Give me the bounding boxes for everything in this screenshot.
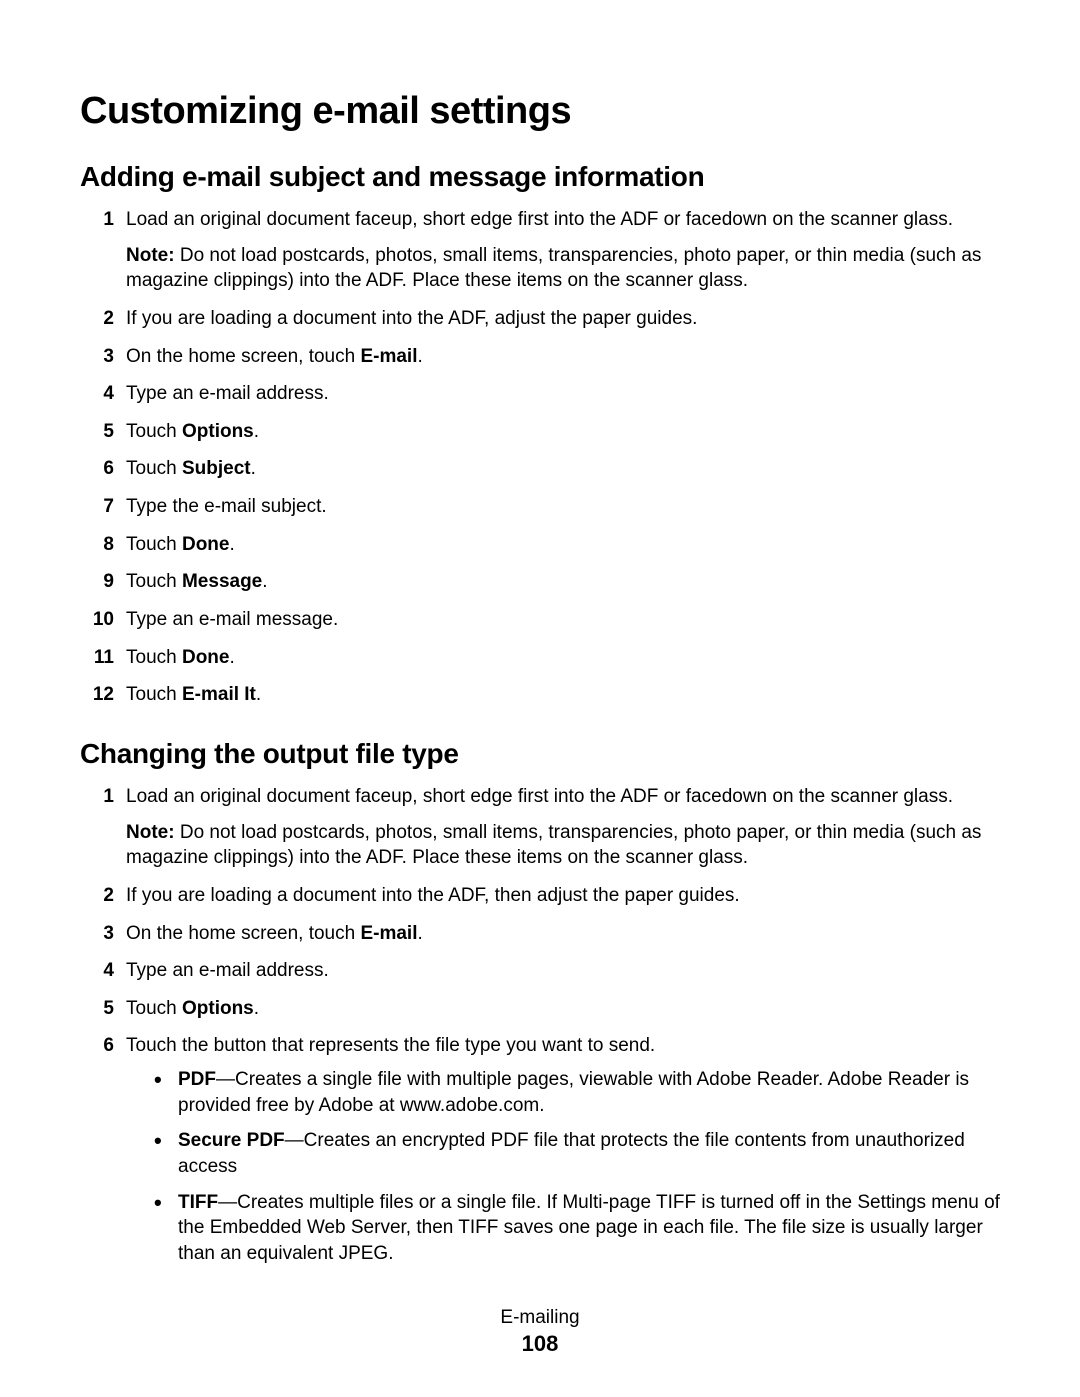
note-text: Do not load postcards, photos, small ite… — [126, 822, 981, 869]
step-text: . — [418, 923, 423, 944]
footer-page-number: 108 — [0, 1331, 1080, 1357]
step-text: . — [418, 346, 423, 367]
step-item: Type an e-mail message. — [80, 607, 1000, 633]
step-item: Touch Subject. — [80, 456, 1000, 482]
page-title: Customizing e-mail settings — [80, 90, 1000, 133]
step-bold: Message — [182, 571, 262, 592]
step-bold: E-mail — [360, 346, 417, 367]
step-item: Touch Message. — [80, 569, 1000, 595]
step-item: Type an e-mail address. — [80, 958, 1000, 984]
note-block: Note: Do not load postcards, photos, sma… — [126, 820, 1000, 871]
step-text: On the home screen, touch — [126, 346, 360, 367]
step-text: Load an original document faceup, short … — [126, 786, 953, 807]
step-bold: Done — [182, 647, 230, 668]
page-footer: E-mailing 108 — [0, 1307, 1080, 1357]
bullet-item: Secure PDF—Creates an encrypted PDF file… — [154, 1128, 1000, 1179]
step-item: If you are loading a document into the A… — [80, 306, 1000, 332]
note-label: Note: — [126, 245, 175, 266]
step-bold: Subject — [182, 458, 251, 479]
step-bold: E-mail — [360, 923, 417, 944]
bullet-text: —Creates multiple files or a single file… — [178, 1192, 1000, 1264]
step-text: . — [229, 534, 234, 555]
section-heading-2: Changing the output file type — [80, 738, 1000, 770]
step-text: Touch — [126, 458, 182, 479]
note-block: Note: Do not load postcards, photos, sma… — [126, 243, 1000, 294]
step-text: If you are loading a document into the A… — [126, 885, 740, 906]
step-text: . — [254, 998, 259, 1019]
step-item: Touch the button that represents the fil… — [80, 1033, 1000, 1266]
step-text: Touch — [126, 571, 182, 592]
step-item: Touch Options. — [80, 419, 1000, 445]
steps-list-2: Load an original document faceup, short … — [80, 784, 1000, 1267]
note-label: Note: — [126, 822, 175, 843]
step-item: Touch E-mail It. — [80, 682, 1000, 708]
step-text: Touch — [126, 421, 182, 442]
section-heading-1: Adding e-mail subject and message inform… — [80, 161, 1000, 193]
document-page: Customizing e-mail settings Adding e-mai… — [0, 0, 1080, 1397]
step-text: Type the e-mail subject. — [126, 496, 327, 517]
step-text: . — [256, 684, 261, 705]
step-text: Type an e-mail address. — [126, 960, 329, 981]
step-item: Touch Options. — [80, 996, 1000, 1022]
step-text: . — [229, 647, 234, 668]
step-item: On the home screen, touch E-mail. — [80, 921, 1000, 947]
step-bold: Options — [182, 421, 254, 442]
step-text: Touch — [126, 534, 182, 555]
step-text: . — [254, 421, 259, 442]
step-item: Type an e-mail address. — [80, 381, 1000, 407]
bullet-bold: TIFF — [178, 1192, 218, 1213]
note-text: Do not load postcards, photos, small ite… — [126, 245, 981, 292]
step-text: Touch — [126, 647, 182, 668]
step-bold: E-mail It — [182, 684, 256, 705]
file-type-bullets: PDF—Creates a single file with multiple … — [126, 1067, 1000, 1266]
step-text: Touch — [126, 684, 182, 705]
step-item: Load an original document faceup, short … — [80, 784, 1000, 871]
step-text: On the home screen, touch — [126, 923, 360, 944]
bullet-text: —Creates an encrypted PDF file that prot… — [178, 1130, 965, 1177]
step-bold: Done — [182, 534, 230, 555]
bullet-item: TIFF—Creates multiple files or a single … — [154, 1190, 1000, 1267]
step-bold: Options — [182, 998, 254, 1019]
step-item: Touch Done. — [80, 645, 1000, 671]
step-text: If you are loading a document into the A… — [126, 308, 697, 329]
step-text: . — [251, 458, 256, 479]
bullet-bold: Secure PDF — [178, 1130, 285, 1151]
bullet-item: PDF—Creates a single file with multiple … — [154, 1067, 1000, 1118]
step-text: Type an e-mail address. — [126, 383, 329, 404]
bullet-bold: PDF — [178, 1069, 216, 1090]
step-text: Touch the button that represents the fil… — [126, 1035, 655, 1056]
step-text: Type an e-mail message. — [126, 609, 338, 630]
step-item: Load an original document faceup, short … — [80, 207, 1000, 294]
step-item: Type the e-mail subject. — [80, 494, 1000, 520]
footer-label: E-mailing — [0, 1307, 1080, 1329]
step-text: Touch — [126, 998, 182, 1019]
step-item: If you are loading a document into the A… — [80, 883, 1000, 909]
steps-list-1: Load an original document faceup, short … — [80, 207, 1000, 708]
step-item: On the home screen, touch E-mail. — [80, 344, 1000, 370]
bullet-text: —Creates a single file with multiple pag… — [178, 1069, 969, 1116]
step-text: Load an original document faceup, short … — [126, 209, 953, 230]
step-text: . — [262, 571, 267, 592]
step-item: Touch Done. — [80, 532, 1000, 558]
